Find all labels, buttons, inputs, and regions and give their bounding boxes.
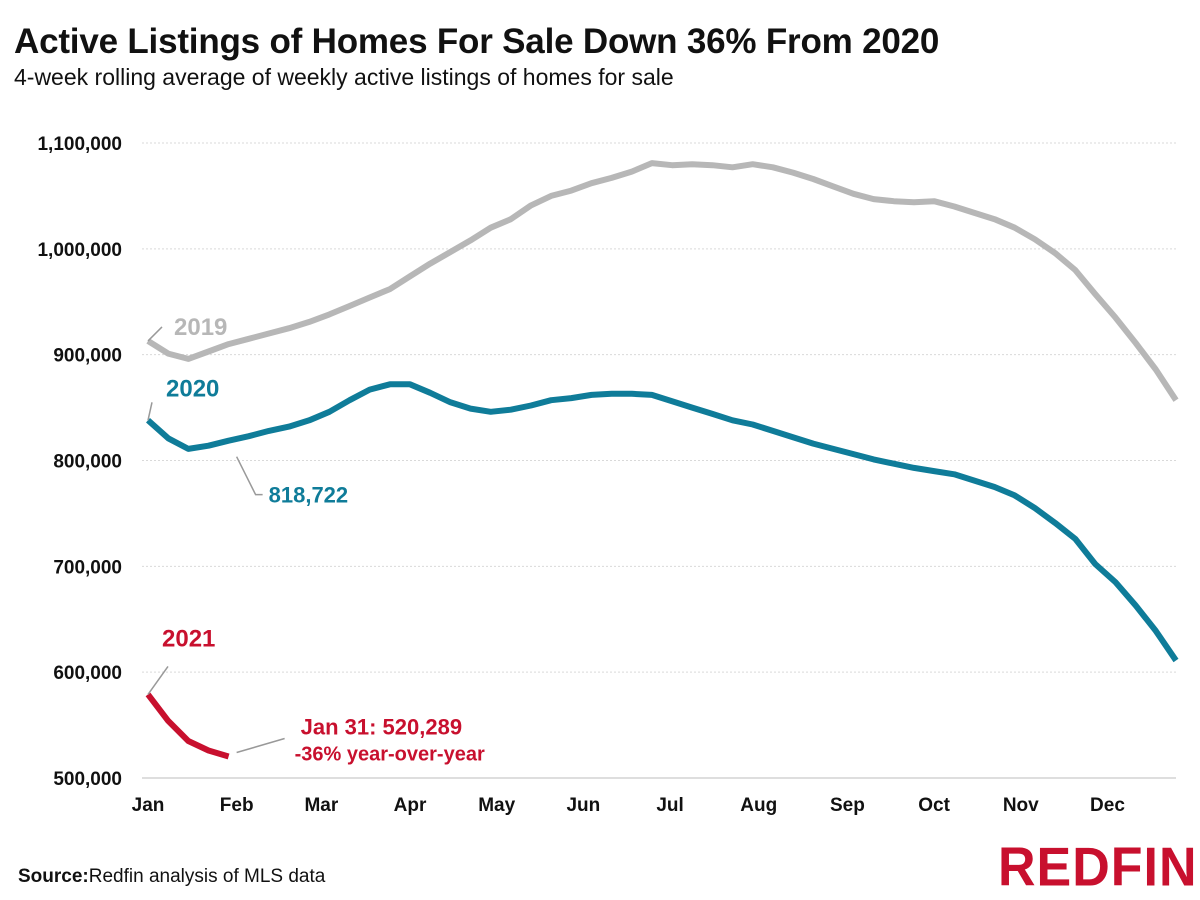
y-tick-label: 700,000 [53, 557, 122, 578]
y-tick-label: 600,000 [53, 663, 122, 684]
annotation-2019: 2019 [174, 314, 227, 341]
redfin-logo: REDFIN [998, 837, 1198, 898]
annotation-yoy-change: -36% year-over-year [295, 744, 485, 766]
x-tick-label: Jun [566, 795, 600, 816]
y-tick-label: 900,000 [53, 346, 122, 367]
leader-line-2019 [147, 326, 163, 342]
source-label: Source: [18, 866, 89, 887]
leader-line-2021 [147, 665, 169, 695]
y-tick-label: 1,100,000 [37, 134, 122, 155]
x-tick-label: Nov [1003, 795, 1039, 816]
series-lines [145, 160, 1179, 760]
x-tick-label: Sep [830, 795, 865, 816]
chart-title: Active Listings of Homes For Sale Down 3… [14, 22, 940, 61]
y-tick-label: 500,000 [53, 769, 122, 790]
series-line-2021 [145, 692, 230, 760]
y-tick-label: 800,000 [53, 452, 122, 473]
source-text: Redfin analysis of MLS data [88, 866, 326, 887]
x-tick-label: Jan [132, 795, 165, 816]
annotations: 2019 2020 818,722 2021 Jan 31: 520,289 -36% y… [147, 314, 485, 766]
x-tick-label: Mar [304, 795, 338, 816]
x-tick-label: Dec [1090, 795, 1125, 816]
annotation-jan31-value: Jan 31: 520,289 [301, 715, 462, 740]
y-axis-tick-labels: 500,000 600,000 700,000 800,000 900,000 1,000… [37, 134, 122, 790]
x-tick-label: Aug [740, 795, 777, 816]
x-tick-label: Apr [394, 795, 427, 816]
x-axis-tick-labels: Jan Feb Mar Apr May Jun Jul Aug Sep Oct Nov Dec [132, 795, 1126, 816]
x-tick-label: Jul [656, 795, 683, 816]
series-line-2020 [146, 381, 1179, 663]
leader-line-2020 [147, 402, 153, 421]
x-tick-label: Feb [220, 795, 254, 816]
chart-subtitle: 4-week rolling average of weekly active … [14, 64, 674, 90]
x-tick-label: May [478, 795, 515, 816]
line-chart: 500,000 600,000 700,000 800,000 900,000 1,000… [37, 134, 1179, 816]
series-line-2019 [146, 160, 1179, 402]
gridlines [142, 142, 1176, 779]
x-tick-label: Oct [918, 795, 950, 816]
leader-line-818722 [235, 456, 263, 496]
annotation-2020: 2020 [166, 375, 219, 402]
source-note: Source:Redfin analysis of MLS data [18, 866, 325, 888]
annotation-818722: 818,722 [269, 483, 349, 508]
leader-line-jan31 [236, 737, 285, 754]
annotation-2021: 2021 [162, 625, 215, 652]
y-tick-label: 1,000,000 [37, 240, 122, 261]
